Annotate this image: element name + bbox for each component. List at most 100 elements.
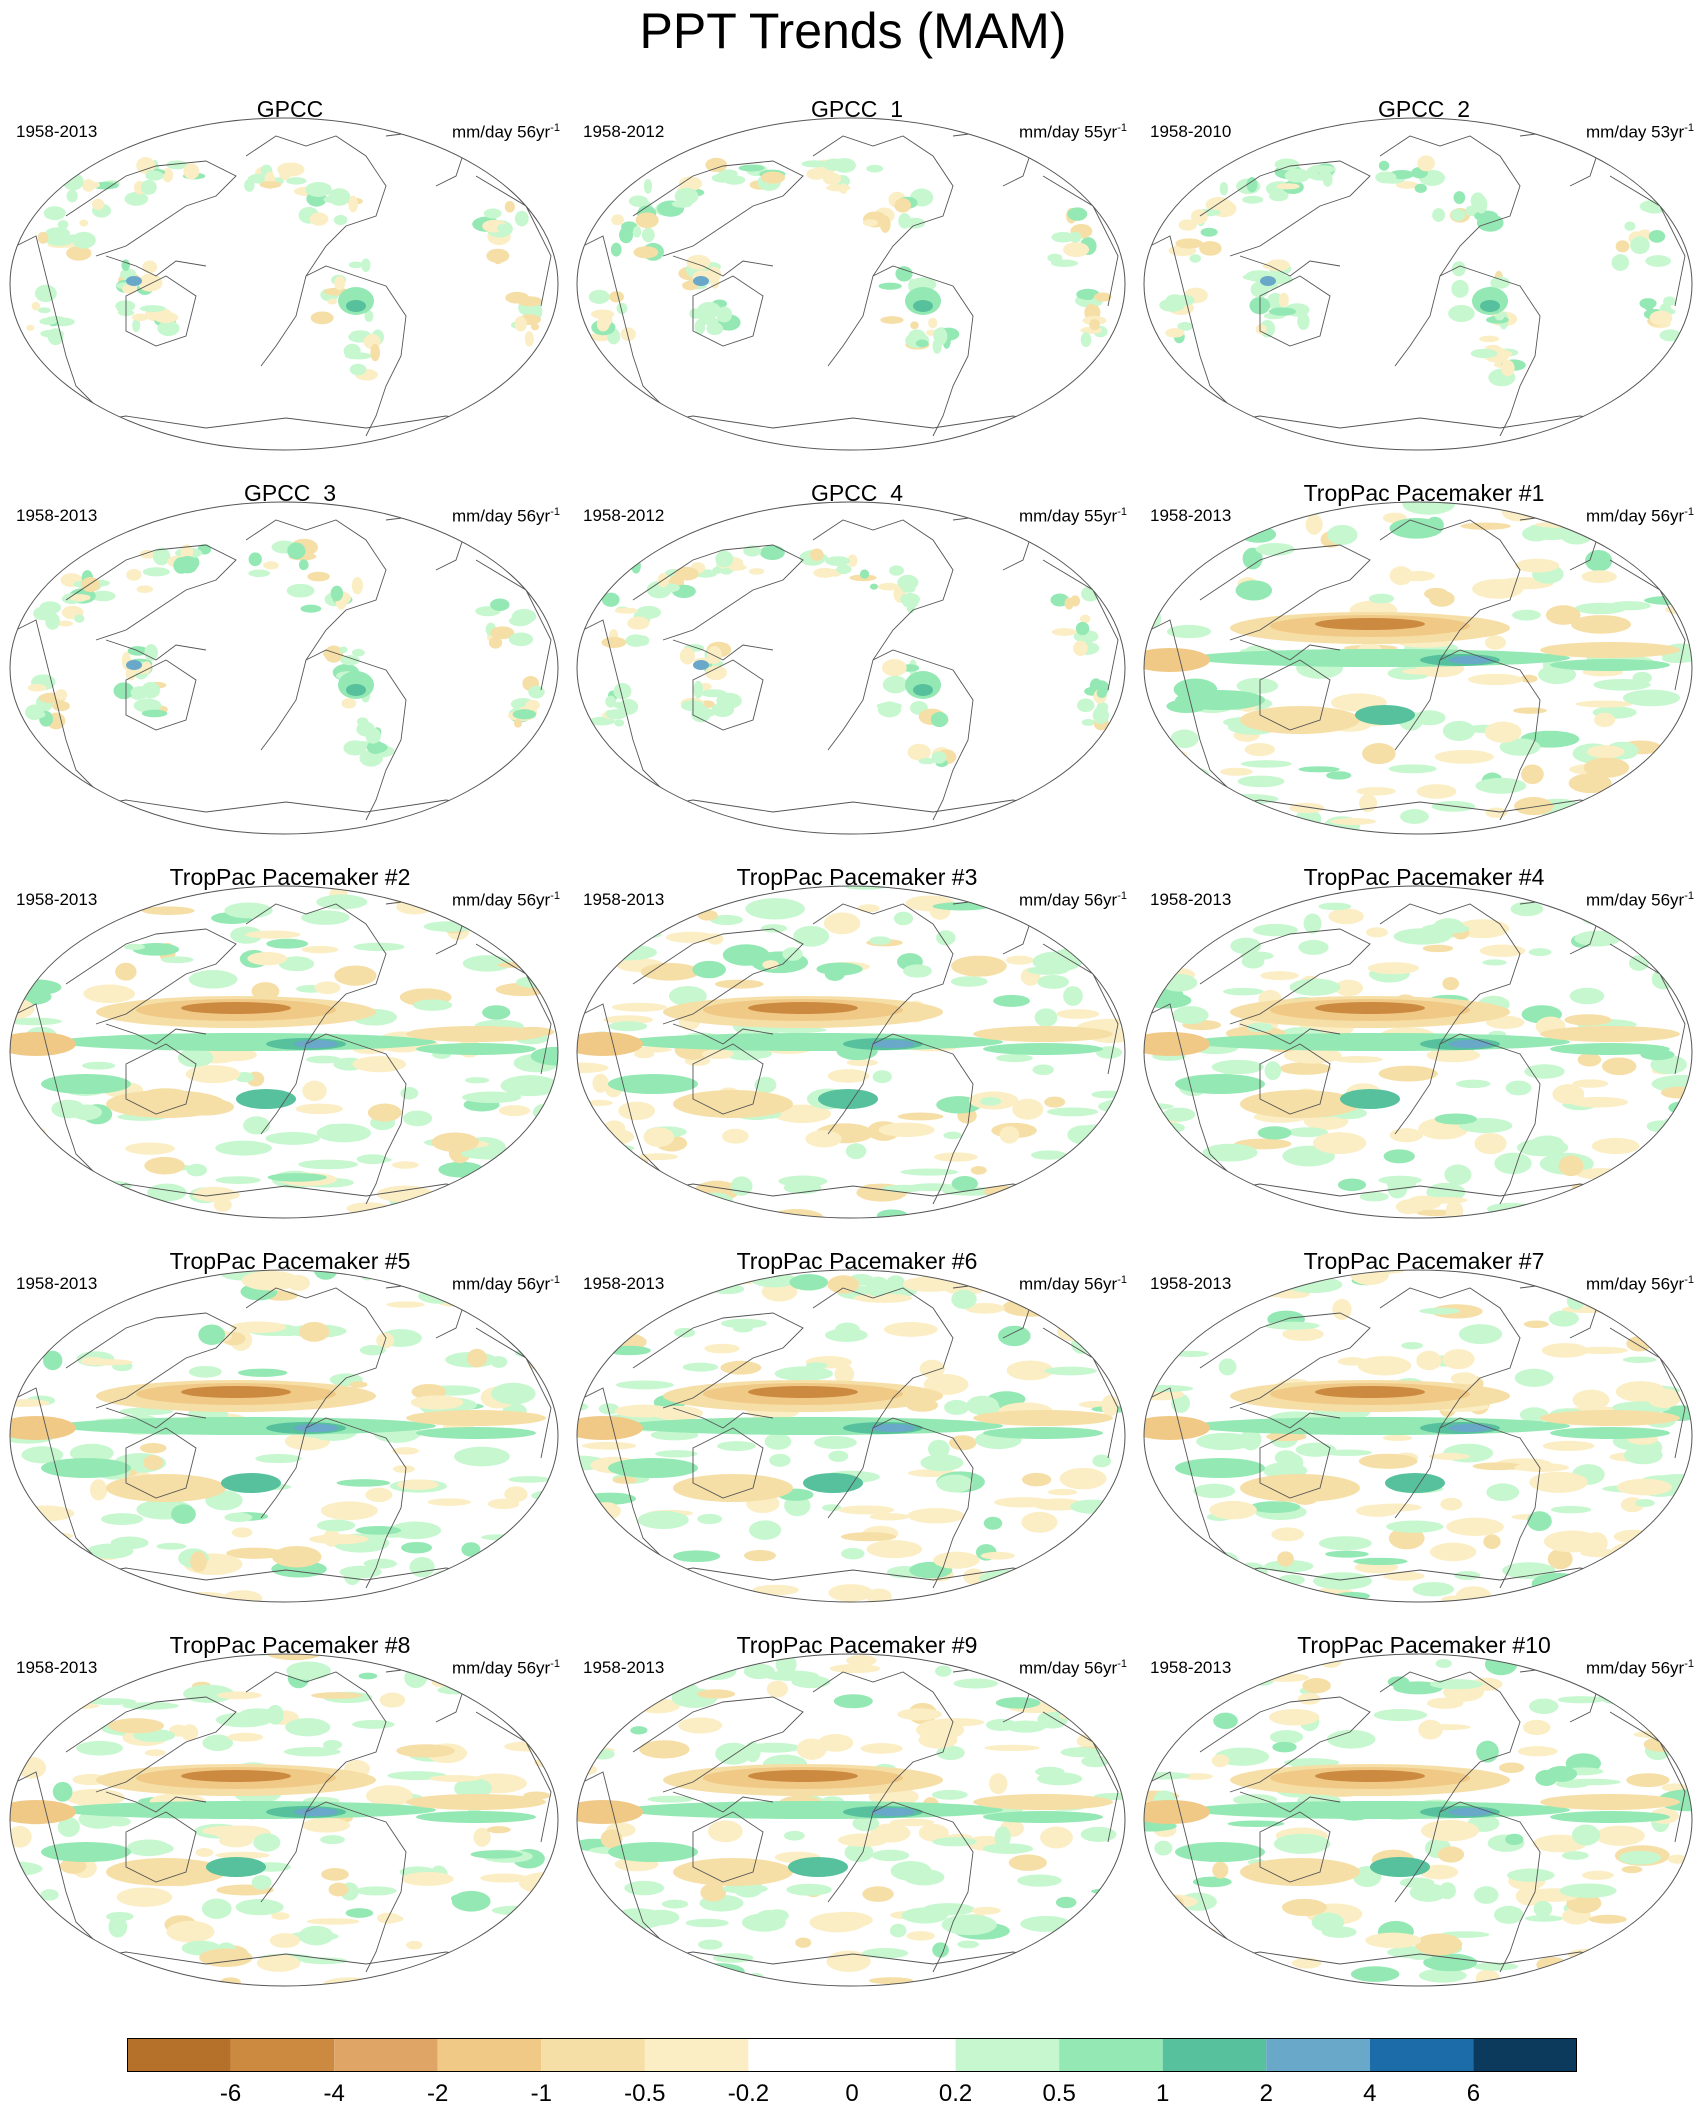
land-trend-patch (1284, 168, 1311, 183)
land-trend-patch (613, 701, 623, 709)
trend-patch (1505, 1833, 1524, 1846)
land-trend-patch (69, 594, 91, 602)
land-trend-patch (1378, 160, 1390, 171)
trend-patch (298, 1925, 334, 1946)
trend-patch (817, 1734, 854, 1752)
trend-patch (1482, 959, 1507, 966)
land-trend-patch (490, 598, 510, 612)
trend-patch (224, 1512, 253, 1523)
land-trend-patch (130, 686, 150, 700)
trend-patch (119, 1407, 173, 1416)
trend-patch (396, 1744, 456, 1758)
trend-patch (669, 1682, 700, 1700)
atlantic-wet-band (416, 1043, 536, 1055)
atlantic-dry-band (406, 1026, 546, 1042)
land-trend-patch (930, 711, 949, 728)
trend-patch (1558, 1155, 1584, 1177)
land-trend-patch (674, 187, 699, 205)
trend-patch (1103, 1968, 1123, 1982)
trend-patch (722, 1884, 768, 1894)
trend-patch (964, 1302, 1005, 1314)
trend-patch (1169, 1169, 1202, 1176)
colorbar-tick-label: 6 (1466, 2080, 1481, 2107)
trend-patch (620, 1970, 652, 1986)
trend-patch (1034, 1008, 1058, 1027)
coastline (1042, 559, 1119, 691)
trend-patch (682, 1362, 719, 1372)
pacific-dry-max (181, 1386, 291, 1398)
trend-patch (215, 1712, 273, 1728)
trend-patch (696, 1689, 736, 1699)
period-label: 1958-2013 (583, 1274, 665, 1293)
trend-patch (215, 1851, 270, 1859)
trend-patch (1298, 939, 1329, 955)
land-trend-patch (309, 212, 329, 226)
trend-patch (1160, 1140, 1184, 1160)
trend-patch (323, 1529, 340, 1547)
trend-patch (392, 1447, 420, 1455)
trend-patch (454, 1777, 492, 1799)
indian-wet-patch (41, 1458, 131, 1478)
land-trend-patch (635, 212, 659, 229)
coastline (475, 1711, 552, 1843)
atlantic-dry-band (1540, 1026, 1680, 1042)
trend-patch (1423, 1953, 1478, 1972)
land-trend-patch (1094, 292, 1112, 302)
trend-patch (1538, 665, 1577, 685)
land-trend-patch (1051, 628, 1077, 636)
coastline (1239, 1407, 1341, 1429)
trend-patch (633, 1573, 688, 1588)
trend-patch (1512, 1591, 1537, 1602)
land-trend-patch (1177, 321, 1193, 331)
trend-patch (1152, 1894, 1184, 1912)
land-trend-patch (611, 214, 624, 226)
trend-patch (876, 1209, 908, 1218)
trend-patch (707, 1820, 743, 1843)
trend-patch (1185, 886, 1225, 890)
land-trend-patch (37, 307, 51, 314)
trend-patch (537, 1924, 558, 1934)
atlantic-wet-band (1550, 659, 1670, 671)
land-trend-patch (263, 561, 279, 570)
trend-patch (607, 1345, 651, 1356)
trend-patch (897, 1112, 944, 1121)
trend-patch (1240, 760, 1292, 768)
trend-patch (1269, 1730, 1304, 1744)
trend-patch (311, 1692, 363, 1699)
land-trend-patch (1624, 221, 1636, 231)
trend-patch (1337, 1178, 1367, 1192)
land-trend-patch (1308, 165, 1336, 173)
trend-patch (1598, 790, 1617, 809)
map-panel: TropPac Pacemaker #4 1958-2013 mm/day 56yr… (1140, 864, 1706, 1248)
trend-patch (1021, 1511, 1058, 1533)
trend-patch (1325, 1550, 1369, 1558)
trend-patch (1055, 1896, 1077, 1909)
indian-dry-patch (10, 1032, 76, 1056)
land-trend-patch (1470, 348, 1498, 359)
trend-patch (412, 1585, 464, 1602)
land-trend-patch (693, 680, 704, 699)
trend-patch (577, 1764, 598, 1775)
atlantic-dry-band (406, 1794, 546, 1810)
land-trend-patch (340, 655, 360, 666)
trend-patch (577, 1127, 634, 1147)
maritime-continent-wet (693, 276, 709, 286)
trend-patch (841, 1547, 865, 1560)
coastline (15, 619, 97, 791)
trend-patch (301, 945, 339, 954)
land-trend-patch (511, 608, 537, 624)
trend-patch (1016, 1874, 1062, 1887)
land-trend-patch (588, 289, 610, 304)
period-label: 1958-2013 (16, 122, 98, 141)
trend-patch (396, 1479, 439, 1490)
trend-patch (1244, 743, 1276, 757)
trend-patch (862, 1886, 894, 1902)
trend-patch (156, 1542, 187, 1550)
colorbar-segment (1162, 2038, 1267, 2072)
trend-patch (1172, 1006, 1209, 1025)
trend-patch (286, 1661, 331, 1680)
trend-patch (1483, 1534, 1501, 1549)
land-trend-patch (826, 184, 851, 192)
land-trend-patch (614, 607, 638, 614)
trend-patch (1333, 1055, 1383, 1063)
